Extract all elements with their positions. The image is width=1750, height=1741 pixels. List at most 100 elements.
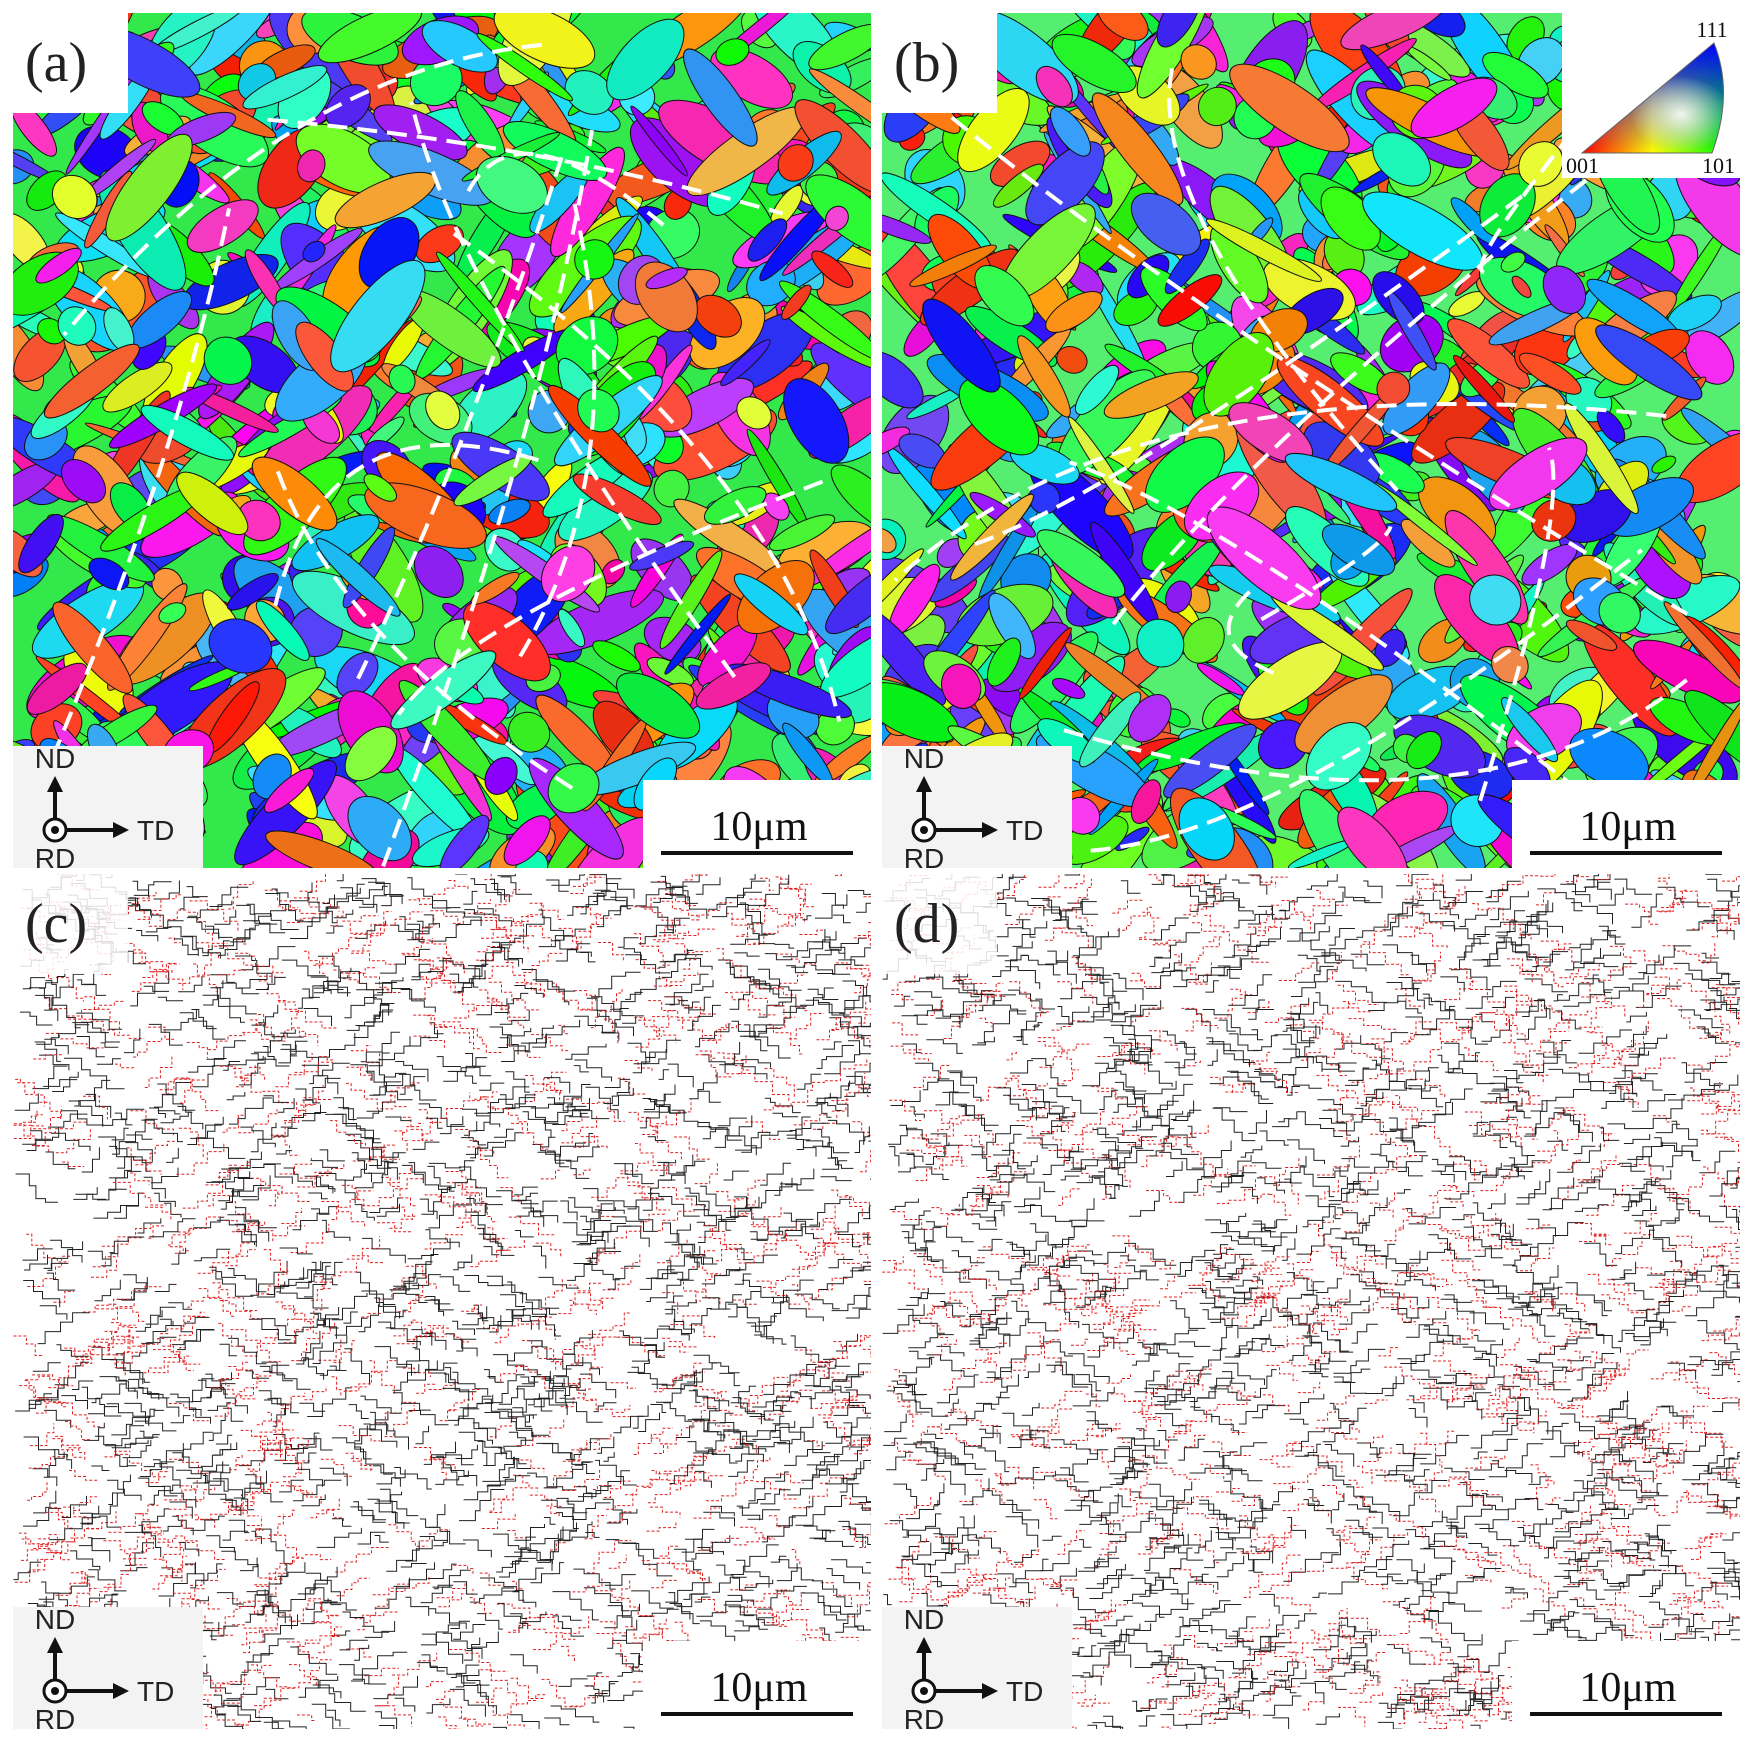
high-angle-boundary bbox=[202, 944, 213, 957]
low-angle-boundary bbox=[574, 990, 597, 1001]
high-angle-boundary bbox=[1085, 1285, 1108, 1305]
high-angle-boundary bbox=[375, 1711, 398, 1729]
high-angle-boundary bbox=[757, 1005, 807, 1032]
high-angle-boundary bbox=[893, 995, 911, 1007]
high-angle-boundary bbox=[1223, 1640, 1254, 1648]
high-angle-boundary bbox=[665, 1000, 688, 1005]
grain bbox=[781, 284, 812, 320]
low-angle-boundary bbox=[435, 1687, 455, 1700]
high-angle-boundary bbox=[215, 1434, 233, 1445]
high-angle-boundary bbox=[230, 1674, 248, 1685]
high-angle-boundary bbox=[231, 1191, 258, 1198]
high-angle-boundary bbox=[809, 1198, 852, 1226]
high-angle-boundary bbox=[697, 1122, 743, 1141]
arrow-head bbox=[113, 822, 129, 838]
low-angle-boundary bbox=[83, 1095, 108, 1120]
high-angle-boundary bbox=[1298, 1303, 1319, 1324]
low-angle-boundary bbox=[642, 1115, 667, 1135]
scale-label: 10μm bbox=[710, 804, 808, 850]
high-angle-boundary bbox=[544, 1077, 571, 1094]
high-angle-boundary bbox=[476, 1684, 497, 1715]
high-angle-boundary bbox=[561, 1615, 582, 1621]
grain bbox=[1056, 346, 1088, 374]
high-angle-boundary bbox=[338, 1107, 357, 1120]
high-angle-boundary bbox=[132, 880, 149, 897]
high-angle-boundary bbox=[1705, 996, 1725, 1011]
low-angle-boundary bbox=[219, 1300, 262, 1319]
high-angle-boundary bbox=[1317, 1099, 1354, 1121]
low-angle-boundary bbox=[643, 897, 668, 910]
high-angle-boundary bbox=[191, 1009, 226, 1040]
high-angle-boundary bbox=[205, 1373, 225, 1382]
low-angle-boundary bbox=[153, 1538, 185, 1555]
low-angle-boundary bbox=[361, 1312, 383, 1318]
high-angle-boundary bbox=[833, 1405, 859, 1416]
high-angle-boundary bbox=[1203, 1451, 1233, 1481]
high-angle-boundary bbox=[1682, 1457, 1735, 1481]
high-angle-boundary bbox=[505, 1097, 536, 1109]
low-angle-boundary bbox=[808, 1364, 851, 1382]
high-angle-boundary bbox=[1218, 1019, 1236, 1032]
high-angle-boundary bbox=[527, 1340, 572, 1370]
high-angle-boundary bbox=[354, 1446, 393, 1475]
low-angle-boundary bbox=[97, 1335, 129, 1348]
high-angle-boundary bbox=[220, 1388, 248, 1414]
grain bbox=[242, 65, 328, 110]
high-angle-boundary bbox=[632, 1039, 681, 1074]
low-angle-boundary bbox=[902, 1459, 946, 1481]
low-angle-boundary bbox=[1021, 1261, 1037, 1269]
high-angle-boundary bbox=[369, 1197, 404, 1213]
low-angle-boundary bbox=[1577, 1153, 1617, 1181]
high-angle-boundary bbox=[1302, 1219, 1325, 1228]
high-angle-boundary bbox=[453, 1581, 478, 1595]
high-angle-boundary bbox=[487, 1376, 504, 1383]
low-angle-boundary bbox=[358, 972, 389, 993]
high-angle-boundary bbox=[728, 1606, 755, 1617]
low-angle-boundary bbox=[84, 996, 120, 1034]
high-angle-boundary bbox=[826, 1568, 861, 1590]
high-angle-boundary bbox=[464, 909, 493, 915]
high-angle-boundary bbox=[730, 934, 768, 945]
high-angle-boundary bbox=[74, 1079, 111, 1107]
high-angle-boundary bbox=[385, 1309, 408, 1329]
low-angle-boundary bbox=[263, 1440, 288, 1445]
high-angle-boundary bbox=[1253, 1220, 1276, 1233]
grain bbox=[1025, 141, 1105, 226]
low-angle-boundary bbox=[126, 1147, 162, 1175]
high-angle-boundary bbox=[1722, 1532, 1740, 1541]
high-angle-boundary bbox=[1080, 1643, 1125, 1678]
low-angle-boundary bbox=[148, 1026, 175, 1040]
high-angle-boundary bbox=[319, 1467, 348, 1487]
low-angle-boundary bbox=[489, 1494, 508, 1512]
high-angle-boundary bbox=[265, 893, 304, 921]
low-angle-boundary bbox=[561, 1116, 598, 1144]
grain bbox=[317, 13, 423, 64]
high-angle-boundary bbox=[514, 1230, 534, 1238]
low-angle-boundary bbox=[350, 1045, 372, 1052]
high-angle-boundary bbox=[579, 952, 596, 963]
high-angle-boundary bbox=[1161, 1142, 1199, 1155]
low-angle-boundary bbox=[796, 1244, 816, 1256]
high-angle-boundary bbox=[1580, 1505, 1619, 1525]
high-angle-boundary bbox=[426, 1698, 451, 1714]
low-angle-boundary bbox=[401, 938, 433, 954]
high-angle-boundary bbox=[395, 1268, 427, 1289]
high-angle-boundary bbox=[121, 1277, 148, 1301]
low-angle-boundary bbox=[1642, 1461, 1668, 1467]
high-angle-boundary bbox=[474, 1086, 530, 1114]
high-angle-boundary bbox=[854, 1523, 871, 1537]
low-angle-boundary bbox=[670, 1315, 701, 1326]
high-angle-boundary bbox=[333, 1097, 354, 1121]
high-angle-boundary bbox=[1723, 1726, 1738, 1729]
high-angle-boundary bbox=[557, 1521, 593, 1541]
high-angle-boundary bbox=[452, 1320, 475, 1335]
high-angle-boundary bbox=[1202, 1666, 1224, 1679]
low-angle-boundary bbox=[246, 1525, 264, 1531]
low-angle-boundary bbox=[516, 1419, 565, 1446]
low-angle-boundary bbox=[26, 1233, 69, 1263]
high-angle-boundary bbox=[379, 948, 430, 974]
high-angle-boundary bbox=[1405, 1610, 1433, 1630]
high-angle-boundary bbox=[1607, 963, 1637, 976]
low-angle-boundary bbox=[731, 905, 773, 920]
high-angle-boundary bbox=[844, 1062, 871, 1091]
